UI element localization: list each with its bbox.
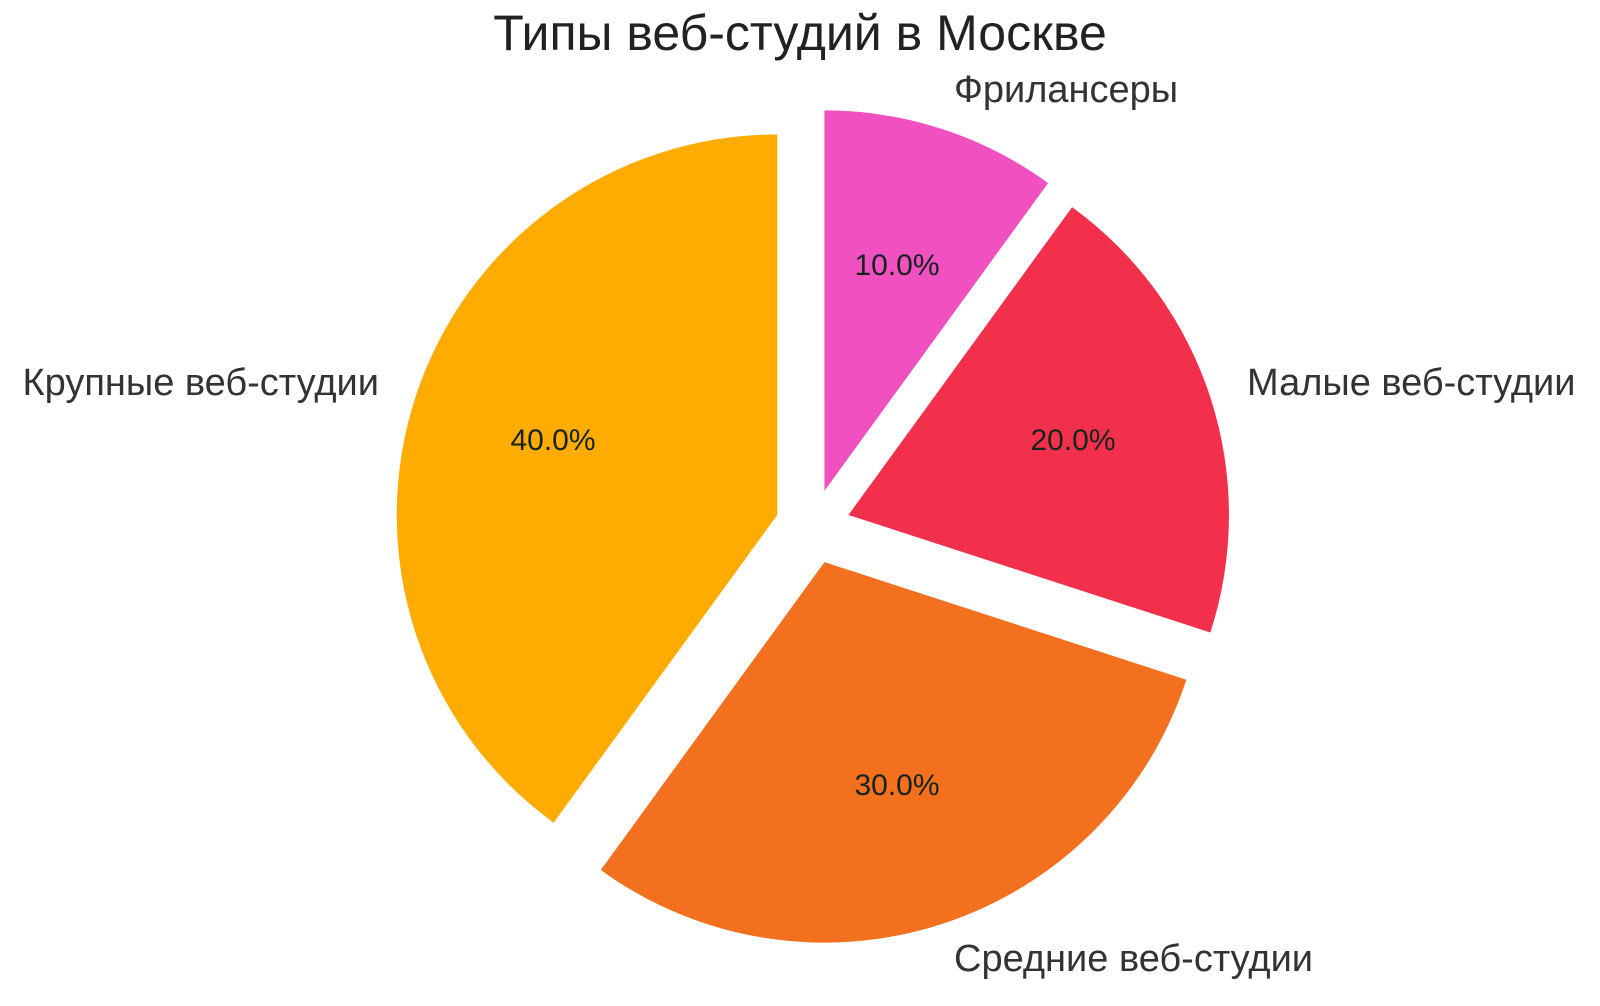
svg-text:30.0%: 30.0% [854, 769, 939, 802]
svg-text:40.0%: 40.0% [510, 424, 595, 457]
svg-text:Фрилансеры: Фрилансеры [954, 69, 1178, 111]
svg-text:Крупные веб-студии: Крупные веб-студии [23, 362, 380, 404]
svg-text:Малые веб-студии: Малые веб-студии [1247, 362, 1575, 404]
svg-text:10.0%: 10.0% [854, 249, 939, 282]
svg-text:20.0%: 20.0% [1030, 424, 1115, 457]
svg-text:Средние веб-студии: Средние веб-студии [954, 938, 1313, 980]
